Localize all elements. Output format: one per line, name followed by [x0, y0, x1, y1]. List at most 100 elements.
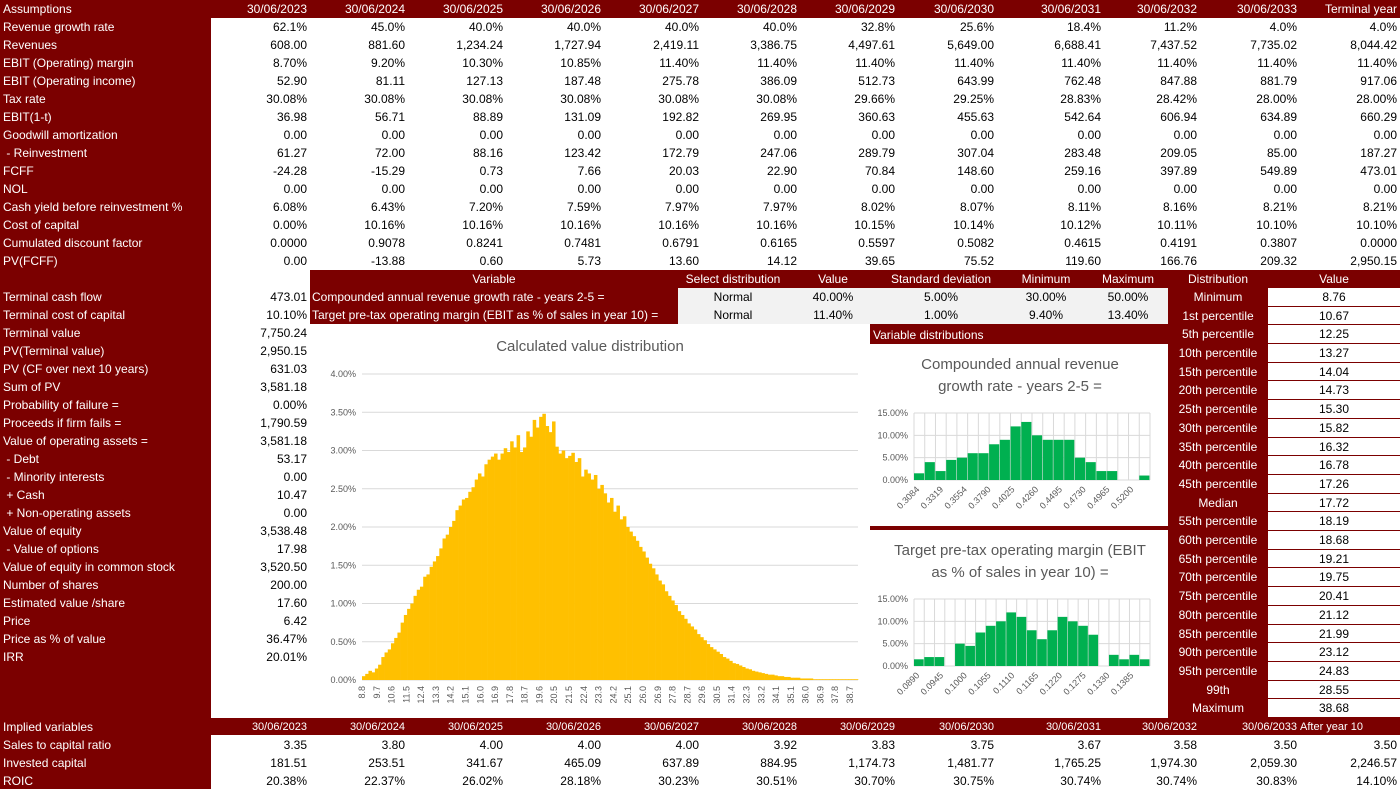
bar — [967, 453, 978, 480]
table-cell: 455.63 — [957, 110, 994, 124]
bar — [458, 505, 463, 680]
x-tick-label: 10.6 — [387, 686, 397, 704]
table-cell: 0.6165 — [760, 236, 797, 250]
bar — [1042, 439, 1053, 480]
table-cell: 10.15% — [854, 218, 895, 232]
x-tick-label: 0.1110 — [991, 670, 1017, 696]
valuation-label: Probability of failure = — [3, 398, 119, 412]
implied-cell: 30.23% — [658, 774, 699, 788]
y-tick-label: 0.50% — [330, 637, 356, 647]
percentile-value: 14.04 — [1268, 362, 1400, 381]
x-tick-label: 0.0945 — [919, 670, 946, 697]
table-cell: 14.12 — [766, 254, 797, 268]
bar — [619, 519, 624, 680]
bar — [651, 568, 656, 680]
implied-column-header: 30/06/2028 — [741, 721, 797, 733]
bar — [587, 473, 591, 680]
table-cell: 0.00 — [871, 182, 895, 196]
table-cell: 8.02% — [860, 200, 895, 214]
valuation-value: 3,581.18 — [260, 434, 307, 448]
x-tick-label: 17.8 — [505, 686, 515, 704]
table-cell: 0.73 — [479, 164, 503, 178]
bar — [816, 679, 820, 680]
x-tick-label: 9.7 — [372, 686, 382, 699]
x-tick-label: 0.1385 — [1109, 670, 1136, 697]
table-cell: 8.16% — [1162, 200, 1197, 214]
bar — [751, 670, 756, 680]
row-label: Goodwill amortization — [3, 128, 118, 142]
bar — [693, 629, 698, 680]
valuation-label: Value of operating assets = — [3, 434, 148, 448]
percentile-label: 45th percentile — [1178, 476, 1258, 491]
x-tick-label: 32.3 — [741, 686, 751, 704]
bar — [854, 679, 859, 680]
bar — [985, 625, 996, 666]
bar — [955, 643, 965, 666]
percentile-value: 10.67 — [1268, 306, 1400, 325]
table-cell: 0.6791 — [662, 236, 699, 250]
table-cell: 7,735.02 — [1250, 38, 1297, 52]
percentile-label: 35th percentile — [1178, 439, 1258, 454]
bar — [526, 431, 530, 680]
valuation-label: Value of equity — [3, 524, 82, 538]
percentile-label: 55th percentile — [1178, 514, 1258, 529]
table-cell: 0.00 — [283, 254, 307, 268]
bar — [506, 452, 511, 680]
bar — [374, 668, 379, 680]
table-cell: 7.59% — [566, 200, 601, 214]
valuation-value: 0.00 — [283, 470, 307, 484]
bar — [513, 447, 517, 680]
table-cell: 30.08% — [756, 92, 797, 106]
percentile-value: 21.99 — [1268, 624, 1400, 643]
table-cell: 172.79 — [662, 146, 699, 160]
valuation-label: PV(Terminal value) — [3, 344, 105, 358]
table-cell: 660.29 — [1360, 110, 1397, 124]
implied-column-header: After year 10 — [1300, 721, 1363, 733]
implied-cell: 3.80 — [381, 738, 405, 752]
x-tick-label: 0.3554 — [942, 484, 969, 511]
table-cell: 0.00 — [1373, 128, 1397, 142]
bar — [371, 672, 376, 680]
year-column-header: 30/06/2029 — [834, 2, 895, 16]
bar — [696, 634, 701, 680]
variable-max: 50.00% — [1107, 290, 1149, 304]
bar — [426, 574, 430, 680]
bar — [403, 614, 408, 680]
bar — [774, 675, 778, 680]
bar — [635, 540, 640, 680]
x-tick-label: 36.0 — [801, 686, 811, 704]
table-cell: 7,437.52 — [1150, 38, 1197, 52]
table-cell: 61.27 — [276, 146, 307, 160]
table-cell: 360.63 — [858, 110, 895, 124]
bar — [510, 441, 514, 680]
x-tick-label: 31.4 — [727, 686, 737, 704]
valuation-label: IRR — [3, 650, 24, 664]
percentile-label: 1st percentile — [1182, 308, 1254, 323]
table-cell: 40.0% — [566, 20, 601, 34]
bar — [590, 479, 595, 680]
implied-cell: 253.51 — [368, 756, 405, 770]
bar — [835, 679, 839, 680]
table-cell: 70.84 — [864, 164, 895, 178]
x-tick-label: 19.6 — [534, 686, 544, 704]
y-tick-label: 0.00% — [882, 475, 908, 485]
variables-header: Variable — [472, 272, 516, 286]
bar — [1088, 634, 1099, 666]
table-cell: 75.52 — [963, 254, 994, 268]
table-cell: 0.00 — [577, 182, 601, 196]
table-cell: 8.11% — [1067, 200, 1101, 214]
x-tick-label: 29.6 — [697, 686, 707, 704]
valuation-label: Terminal cost of capital — [3, 308, 126, 322]
implied-cell: 14.10% — [1356, 774, 1397, 788]
implied-cell: 26.02% — [462, 774, 503, 788]
table-cell: 0.00 — [577, 128, 601, 142]
bar — [381, 657, 385, 680]
variables-header: Minimum — [1021, 272, 1071, 286]
bar — [626, 527, 630, 680]
implied-row-label: Sales to capital ratio — [3, 738, 112, 752]
bar — [439, 548, 443, 680]
table-cell: 30.08% — [364, 92, 405, 106]
implied-cell: 4.00 — [675, 738, 699, 752]
bar — [703, 640, 707, 680]
bar — [616, 505, 620, 680]
